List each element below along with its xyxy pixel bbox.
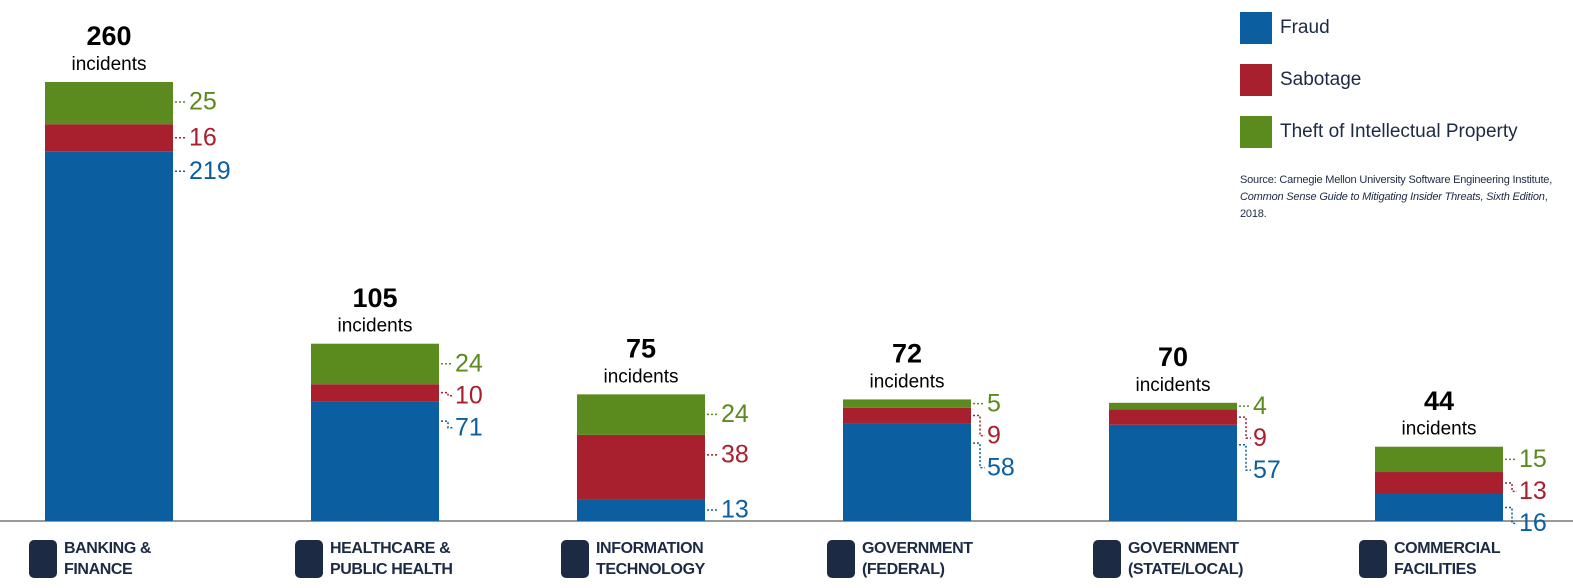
bar-segment: [45, 151, 173, 521]
total-unit: incidents: [870, 371, 945, 392]
total-label: 105: [352, 283, 397, 313]
source-prefix: Source: Carnegie Mellon University Softw…: [1240, 174, 1553, 186]
value-label: 16: [189, 123, 217, 151]
category-label: INFORMATION TECHNOLOGY: [596, 540, 705, 578]
category-label: HEALTHCARE & PUBLIC HEALTH: [330, 540, 453, 578]
category-label: GOVERNMENT (FEDERAL): [862, 540, 973, 578]
bar-segment: [1375, 493, 1503, 521]
value-label: 9: [987, 421, 1001, 449]
value-label: 25: [189, 88, 217, 116]
category-icon: [29, 540, 57, 578]
legend-label: Sabotage: [1280, 69, 1361, 90]
legend-swatch: [1240, 116, 1272, 148]
legend-swatch: [1240, 12, 1272, 44]
label-leader: [973, 442, 985, 469]
bar-segment: [577, 434, 705, 500]
bar-segment: [843, 423, 971, 521]
value-label: 24: [455, 349, 483, 377]
bar-segment: [311, 401, 439, 521]
value-label: 13: [721, 496, 749, 524]
category-label: GOVERNMENT (STATE/LOCAL): [1128, 540, 1244, 578]
label-leader: [441, 420, 453, 429]
category-icon: [1359, 540, 1387, 578]
bar-segment: [45, 82, 173, 125]
value-label: 58: [987, 453, 1015, 481]
bar-segment: [843, 399, 971, 408]
value-label: 219: [189, 157, 231, 185]
legend-label: Theft of Intellectual Property: [1280, 121, 1518, 142]
source-note: Source: Carnegie Mellon University Softw…: [1240, 172, 1560, 223]
source-suffix: , 2018.: [1240, 191, 1548, 220]
category-icon: [1093, 540, 1121, 578]
value-label: 5: [987, 389, 1001, 417]
label-leader: [1505, 482, 1517, 493]
label-leader: [973, 414, 985, 437]
value-label: 15: [1519, 445, 1547, 473]
total-unit: incidents: [1136, 375, 1211, 396]
total-label: 260: [86, 21, 131, 51]
label-leader: [1505, 506, 1517, 525]
bar-segment: [1109, 402, 1237, 410]
value-label: 24: [721, 400, 749, 428]
legend-label: Fraud: [1280, 17, 1330, 38]
category-label: BANKING & FINANCE: [64, 540, 152, 578]
bar-segment: [1375, 446, 1503, 473]
total-label: 70: [1158, 342, 1188, 372]
value-label: 13: [1519, 477, 1547, 505]
value-label: 38: [721, 440, 749, 468]
category-icon: [561, 540, 589, 578]
total-label: 72: [892, 339, 922, 369]
legend-swatch: [1240, 64, 1272, 96]
total-label: 75: [626, 333, 656, 363]
value-label: 71: [455, 413, 483, 441]
value-label: 9: [1253, 424, 1267, 452]
label-leader: [1239, 444, 1251, 471]
category-icon: [295, 540, 323, 578]
bar-segment: [45, 124, 173, 152]
bar-segment: [1375, 472, 1503, 494]
total-unit: incidents: [604, 366, 679, 387]
bar-segment: [577, 499, 705, 521]
bar-segment: [1109, 424, 1237, 521]
value-label: 57: [1253, 456, 1281, 484]
bar-segment: [311, 384, 439, 402]
total-label: 44: [1424, 386, 1454, 416]
bar-segment: [843, 407, 971, 424]
total-unit: incidents: [338, 316, 413, 337]
value-label: 4: [1253, 392, 1267, 420]
category-label: COMMERCIAL FACILITIES: [1394, 540, 1500, 578]
label-leader: [1239, 416, 1251, 439]
bar-segment: [577, 394, 705, 435]
bar-segment: [311, 343, 439, 385]
category-icon: [827, 540, 855, 578]
bar-segment: [1109, 409, 1237, 425]
value-label: 16: [1519, 509, 1547, 537]
total-unit: incidents: [72, 54, 147, 75]
source-title: Common Sense Guide to Mitigating Insider…: [1240, 191, 1545, 203]
value-label: 10: [455, 381, 483, 409]
total-unit: incidents: [1402, 419, 1477, 440]
label-leader: [441, 391, 453, 397]
